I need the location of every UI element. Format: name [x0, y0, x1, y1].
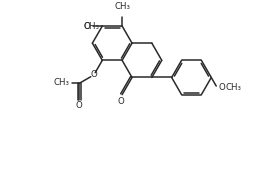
Text: CH₃: CH₃ — [114, 2, 130, 11]
Text: O: O — [76, 101, 83, 110]
Text: O: O — [118, 97, 124, 106]
Text: CH₃: CH₃ — [83, 21, 99, 30]
Text: O: O — [218, 83, 225, 92]
Text: CH₃: CH₃ — [53, 78, 69, 87]
Text: O: O — [90, 70, 97, 79]
Text: CH₃: CH₃ — [225, 83, 241, 92]
Text: O: O — [84, 21, 90, 30]
